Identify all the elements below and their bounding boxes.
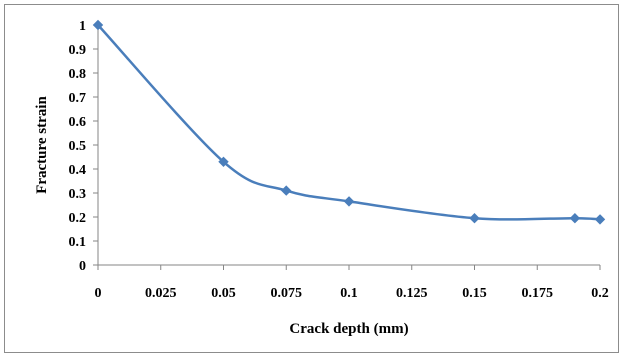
data-point-marker — [281, 185, 292, 196]
y-tick-label: 0.8 — [69, 67, 87, 82]
x-tick-label: 0.175 — [522, 286, 554, 301]
data-point-marker — [92, 19, 104, 31]
data-point-marker — [569, 212, 581, 224]
x-tick-label: 0.075 — [271, 286, 303, 301]
y-tick-label: 0.7 — [69, 91, 87, 106]
chart-frame — [4, 4, 619, 353]
y-tick-label: 0.5 — [69, 139, 87, 154]
y-axis-title: Fracture strain — [34, 96, 50, 194]
y-tick-label: 0.9 — [69, 43, 87, 58]
x-tick-label: 0.025 — [145, 286, 177, 301]
y-tick-label: 0.2 — [69, 211, 87, 226]
x-axis-title: Crack depth (mm) — [289, 321, 408, 337]
y-tick-label: 1 — [79, 19, 86, 34]
x-tick-label: 0 — [95, 286, 102, 301]
y-tick-labels: 0 0.1 0.2 0.3 0.4 0.5 0.6 0.7 0.8 0.9 1 — [69, 19, 87, 274]
x-tick-label: 0.1 — [340, 286, 358, 301]
y-tick-label: 0.3 — [69, 187, 87, 202]
x-tick-label: 0.125 — [396, 286, 428, 301]
x-tick-label: 0.05 — [211, 286, 236, 301]
series-group — [92, 19, 606, 225]
axes — [93, 24, 601, 270]
series-line — [97, 24, 601, 221]
y-tick-label: 0.4 — [69, 163, 87, 178]
data-point-marker — [469, 212, 480, 224]
data-point-marker — [594, 214, 606, 225]
x-tick-label: 0.2 — [591, 286, 609, 301]
x-tick-labels: 0 0.025 0.05 0.075 0.1 0.125 0.15 0.175 0.2 — [95, 286, 609, 301]
y-tick-label: 0.6 — [69, 115, 87, 130]
data-point-marker — [343, 196, 355, 207]
y-tick-label: 0 — [79, 259, 86, 274]
y-tick-label: 0.1 — [69, 235, 87, 250]
data-point-marker — [218, 156, 229, 168]
x-tick-label: 0.15 — [462, 286, 487, 301]
